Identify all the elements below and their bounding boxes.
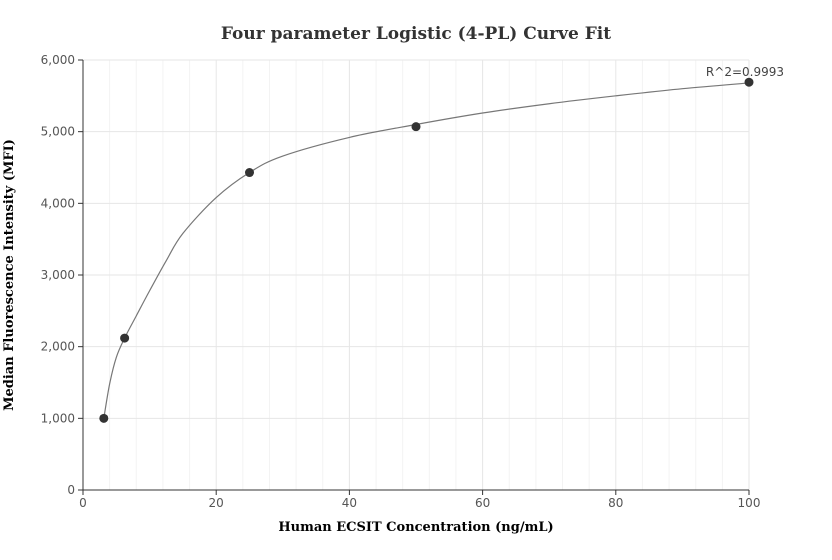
- x-tick-label: 40: [342, 496, 357, 510]
- y-axis-label: Median Fluorescence Intensity (MFI): [2, 139, 17, 411]
- x-tick-label: 80: [608, 496, 623, 510]
- y-tick-label: 2,000: [41, 340, 75, 354]
- x-tick-label: 20: [209, 496, 224, 510]
- y-tick-label: 4,000: [41, 196, 75, 210]
- data-point[interactable]: [744, 77, 754, 87]
- chart-title: Four parameter Logistic (4-PL) Curve Fit: [221, 24, 611, 44]
- data-point[interactable]: [120, 333, 130, 343]
- x-tick-label: 0: [79, 496, 87, 510]
- y-tick-label: 6,000: [41, 53, 75, 67]
- grid-lines: [82, 59, 750, 491]
- x-tick-label: 100: [738, 496, 761, 510]
- data-point[interactable]: [245, 168, 254, 178]
- data-points-layer: [99, 77, 754, 423]
- fit-curve-layer: [103, 82, 750, 419]
- y-tick-label: 3,000: [41, 268, 75, 282]
- axes: 0 1,000 2,000 3,000 4,000 5,000 6,000 0 20 40 60 80…: [41, 53, 761, 510]
- x-axis-label: Human ECSIT Concentration (ng/mL): [278, 520, 553, 535]
- r-squared-annotation: R^2=0.9993: [706, 65, 784, 79]
- data-point[interactable]: [411, 122, 421, 132]
- y-tick-label: 1,000: [41, 411, 75, 425]
- y-tick-label: 0: [67, 483, 75, 497]
- fit-curve-line: [103, 82, 750, 419]
- data-point[interactable]: [99, 413, 109, 423]
- y-tick-label: 5,000: [41, 125, 75, 139]
- x-tick-label: 60: [475, 496, 490, 510]
